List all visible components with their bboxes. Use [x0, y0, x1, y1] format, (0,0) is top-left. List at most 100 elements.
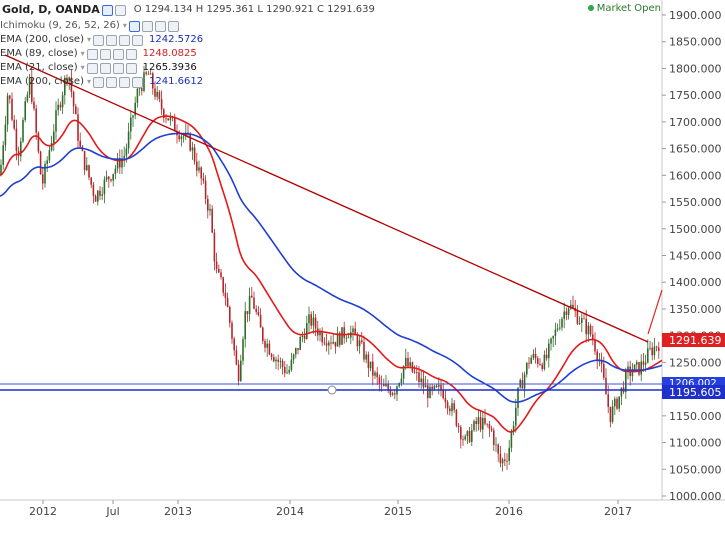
candle-body — [358, 340, 361, 347]
visibility-icon[interactable] — [93, 34, 104, 46]
add-icon[interactable] — [154, 20, 166, 32]
candle-body — [570, 304, 572, 309]
close-icon[interactable] — [132, 34, 143, 46]
candle-body — [642, 361, 645, 365]
candle-body — [534, 353, 537, 359]
candle-body — [402, 365, 405, 379]
visibility-icon[interactable] — [128, 20, 140, 32]
settings-icon[interactable] — [141, 20, 153, 32]
candle-body — [2, 145, 4, 165]
chevron-down-icon[interactable]: ▾ — [86, 77, 91, 86]
candle-body — [559, 327, 561, 329]
candle-body — [407, 357, 409, 367]
candle-body — [651, 347, 653, 356]
indicator-row-ichimoku[interactable]: Ichimoku (9, 26, 52, 26) ▾ — [0, 19, 179, 33]
indicator-row-ema21[interactable]: EMA (21, close) ▾ 1265.3936 — [0, 61, 197, 75]
candle-body — [160, 98, 163, 110]
candle-body — [169, 116, 172, 121]
close-icon[interactable] — [125, 48, 137, 60]
price-tick-label: 1050.000 — [669, 463, 722, 476]
add-icon[interactable] — [119, 76, 130, 88]
time-tick-label: 2016 — [495, 505, 523, 518]
candle-body — [242, 339, 244, 361]
settings-icon[interactable] — [106, 34, 117, 46]
candle-body — [409, 362, 411, 367]
candle-body — [182, 136, 185, 138]
candle-body — [86, 165, 88, 171]
close-icon[interactable] — [167, 20, 179, 32]
settings-icon[interactable] — [114, 4, 126, 16]
candle-body — [576, 311, 579, 324]
candle-body — [275, 359, 277, 362]
indicator-row-ema200b[interactable]: EMA (200, close) ▾ 1241.6612 — [0, 75, 203, 89]
candle-body — [79, 140, 81, 147]
add-icon[interactable] — [112, 48, 124, 60]
candle-body — [600, 360, 603, 364]
visibility-icon[interactable] — [86, 62, 98, 74]
symbol-header: Gold, D, OANDA O 1294.134 H 1295.361 L 1… — [0, 3, 375, 17]
trendline[interactable] — [4, 54, 649, 343]
candle-body — [66, 77, 68, 81]
support-price-tag-secondary: 1206.002 — [662, 377, 725, 389]
candle-body — [53, 131, 55, 143]
candle-body — [647, 348, 649, 363]
chevron-down-icon[interactable]: ▾ — [122, 21, 127, 30]
add-icon[interactable] — [112, 62, 124, 74]
close-icon[interactable] — [132, 76, 143, 88]
candle-body — [191, 147, 194, 151]
candle-body — [55, 110, 57, 132]
candle-body — [152, 73, 154, 89]
candle-body — [323, 342, 326, 344]
candle-body — [548, 343, 550, 359]
candle-body — [554, 329, 557, 337]
candle-body — [165, 117, 167, 119]
visibility-icon[interactable] — [93, 76, 104, 88]
candle-body — [125, 148, 128, 156]
candle-body — [59, 104, 62, 108]
price-tick-label: 1800.000 — [669, 62, 722, 75]
candle-body — [215, 261, 218, 269]
candle-body — [484, 417, 486, 424]
candle-body — [444, 398, 447, 402]
candle-body — [37, 132, 40, 152]
candle-body — [121, 158, 123, 168]
candle-body — [33, 101, 35, 109]
settings-icon[interactable] — [106, 76, 117, 88]
candle-body — [246, 311, 249, 315]
candle-body — [15, 128, 18, 151]
candle-body — [611, 406, 614, 422]
candle-body — [248, 295, 251, 315]
visibility-icon[interactable] — [101, 4, 113, 16]
symbol-label[interactable]: Gold, D, OANDA — [2, 3, 100, 16]
candle-body — [268, 343, 271, 355]
candle-body — [147, 73, 150, 75]
visibility-icon[interactable] — [86, 48, 98, 60]
chevron-down-icon[interactable]: ▾ — [80, 63, 85, 72]
candle-body — [213, 232, 216, 262]
settings-icon[interactable] — [99, 48, 111, 60]
candle-body — [156, 91, 158, 97]
add-icon[interactable] — [119, 34, 130, 46]
close-icon[interactable] — [125, 62, 137, 74]
candle-body — [90, 177, 92, 185]
settings-icon[interactable] — [99, 62, 111, 74]
candle-body — [400, 378, 403, 384]
candle-body — [550, 338, 552, 344]
candle-body — [218, 268, 220, 273]
chevron-down-icon[interactable]: ▾ — [80, 49, 85, 58]
svg-text:1291.639: 1291.639 — [669, 334, 722, 347]
chevron-down-icon[interactable]: ▾ — [86, 35, 91, 44]
candle-body — [132, 115, 134, 118]
candle-body — [543, 354, 546, 369]
candle-body — [134, 102, 136, 116]
price-tick-label: 1100.000 — [669, 437, 722, 450]
price-tick-label: 1550.000 — [669, 196, 722, 209]
support-line-handle[interactable] — [327, 385, 337, 395]
indicator-row-ema89[interactable]: EMA (89, close) ▾ 1248.0825 — [0, 47, 197, 61]
candle-body — [598, 360, 601, 362]
indicator-row-ema200[interactable]: EMA (200, close) ▾ 1242.5726 — [0, 33, 203, 47]
candle-body — [539, 364, 541, 365]
candle-body — [620, 387, 623, 397]
